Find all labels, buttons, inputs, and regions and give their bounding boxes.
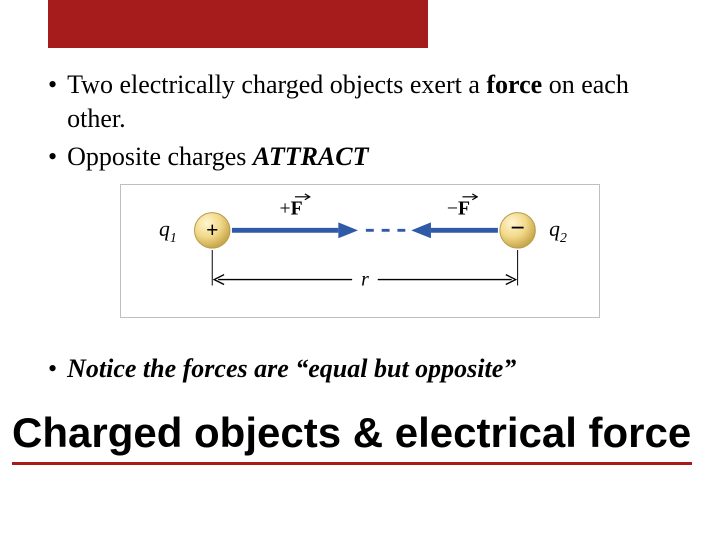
bullet-1-bold: force <box>486 70 542 99</box>
plus-sign: + <box>206 218 218 242</box>
bullet-2-em: ATTRACT <box>253 142 369 171</box>
bullet-3-text: Notice the forces are “equal but opposit… <box>67 352 516 386</box>
force-arrow-negative-head <box>411 222 431 238</box>
slide-title: Charged objects & electrical force <box>12 410 708 456</box>
bullet-dot-icon: • <box>48 140 57 174</box>
bullet-1-pre: Two electrically charged objects exert a <box>67 70 486 99</box>
diagram-svg: q1 + − q2 +F −F <box>121 185 599 317</box>
bullet-dot-icon: • <box>48 352 57 386</box>
force-arrow-positive-head <box>338 222 358 238</box>
bullet-2-text: Opposite charges ATTRACT <box>67 140 368 174</box>
force-diagram: q1 + − q2 +F −F <box>120 184 600 318</box>
bullet-1: • Two electrically charged objects exert… <box>48 68 672 136</box>
bullet-list: • Two electrically charged objects exert… <box>48 68 672 178</box>
f-negative-label: −F <box>447 198 470 220</box>
slide-title-area: Charged objects & electrical force <box>12 410 708 465</box>
minus-sign: − <box>510 213 525 242</box>
bullet-3: • Notice the forces are “equal but oppos… <box>48 352 672 390</box>
r-label: r <box>361 268 369 290</box>
bullet-dot-icon: • <box>48 68 57 102</box>
q2-label: q2 <box>549 217 567 245</box>
bullet-1-text: Two electrically charged objects exert a… <box>67 68 672 136</box>
title-underline <box>12 462 692 465</box>
title-banner <box>48 0 428 48</box>
bullet-2-pre: Opposite charges <box>67 142 253 171</box>
f-positive-label: +F <box>279 198 302 220</box>
q1-label: q1 <box>159 217 177 245</box>
bullet-2: • Opposite charges ATTRACT <box>48 140 672 174</box>
